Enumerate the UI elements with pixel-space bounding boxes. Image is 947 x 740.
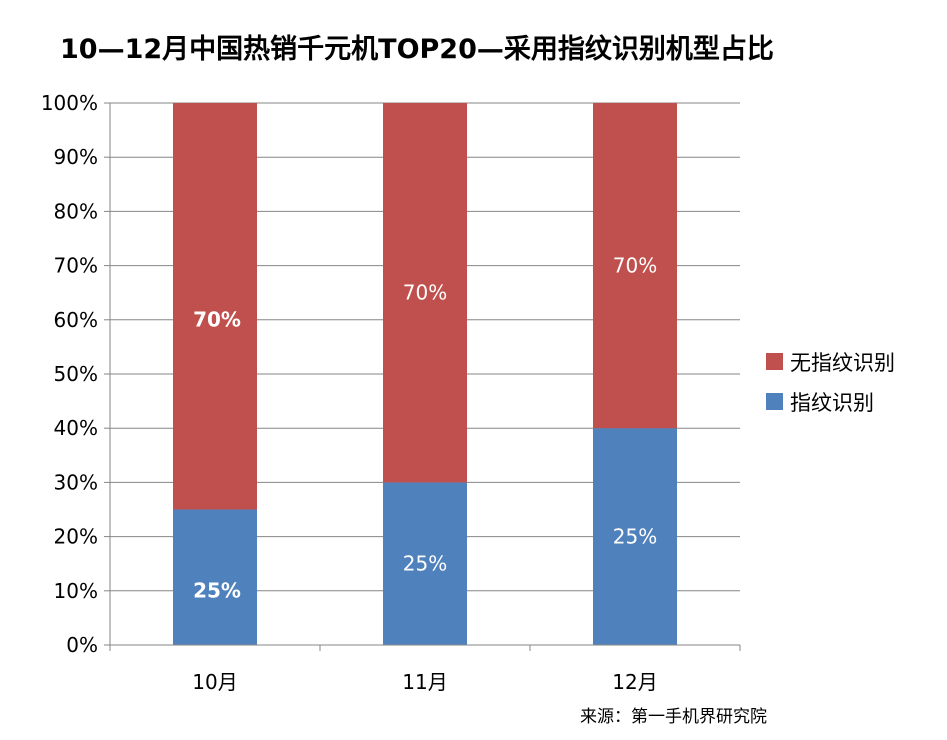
bar-segment [593,103,677,429]
y-tick-label: 100% [41,91,98,115]
y-tick-label: 10% [54,579,98,603]
legend-label: 指纹识别 [790,391,874,415]
data-label: 70% [403,281,447,305]
data-label: 70% [613,254,657,278]
x-tick-label: 10月 [192,670,237,694]
y-tick-label: 90% [54,145,98,169]
x-tick-label: 11月 [402,670,447,694]
bars: 25% 70% 25% 70% 25% 70% [173,103,677,645]
chart-title: 10—12月中国热销千元机TOP20—采用指纹识别机型占比 [60,34,774,65]
y-tick-label: 60% [54,308,98,332]
y-tick-label: 40% [54,416,98,440]
data-label: 70% [193,307,241,331]
bar-segment [383,103,467,483]
y-tick-label: 0% [66,633,98,657]
source-note: 来源：第一手机界研究院 [580,707,767,727]
x-tick-label: 12月 [612,670,657,694]
bar-segment [593,428,677,645]
y-tick-label: 70% [54,254,98,278]
legend-swatch [766,393,783,410]
y-tick-label: 50% [54,362,98,386]
data-label: 25% [403,552,447,576]
bar-segment [173,103,257,510]
y-tick-label: 30% [54,470,98,494]
bar-segment [173,509,257,645]
data-label: 25% [193,578,241,602]
data-label: 25% [613,525,657,549]
bar-segment [383,482,467,645]
y-tick-label: 80% [54,199,98,223]
axes: 0% 10% 20% 30% 40% 50% 60% 70% 80% 90% 100% 10月 11月 1… [41,91,741,694]
y-tick-label: 20% [54,525,98,549]
legend-swatch [766,353,783,370]
legend-label: 无指纹识别 [790,351,895,375]
